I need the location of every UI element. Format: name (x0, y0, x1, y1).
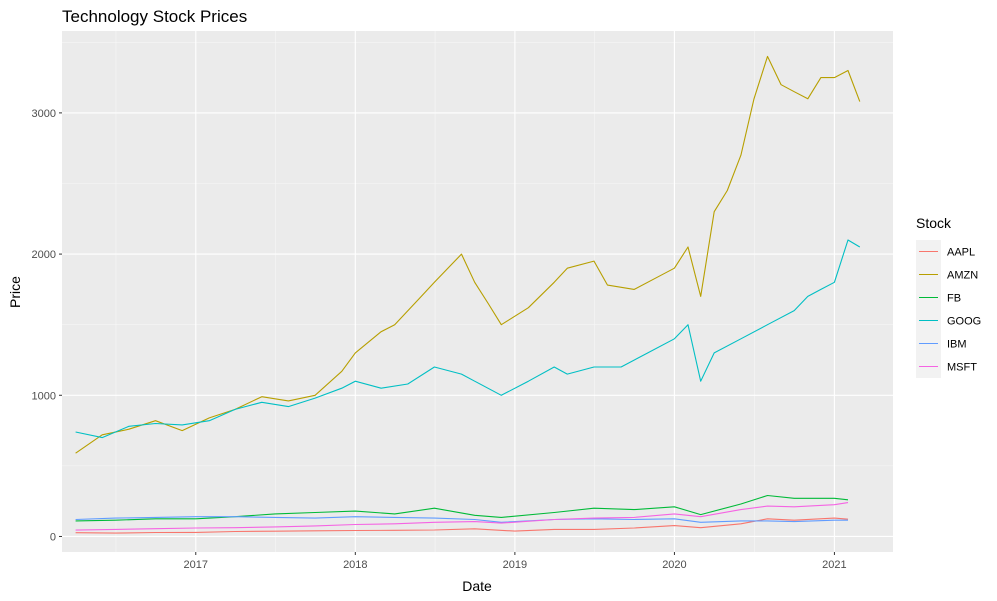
y-tick-label: 2000 (32, 249, 56, 261)
series-line-msft (75, 502, 849, 531)
legend-label-msft: MSFT (947, 362, 977, 374)
x-tick-label: 2020 (662, 559, 686, 571)
x-tick-label: 2017 (184, 559, 208, 571)
series-lines (75, 55, 861, 534)
x-axis-title: Date (462, 578, 492, 594)
series-line-fb (75, 494, 849, 522)
y-tick-label: 1000 (32, 390, 56, 402)
y-tick-label: 3000 (32, 108, 56, 120)
y-axis-title: Price (7, 276, 23, 308)
legend-label-aapl: AAPL (947, 247, 975, 259)
legend-key-background (916, 240, 941, 378)
x-axis: 2017 2018 2019 2020 2021 (184, 552, 847, 571)
legend-title: Stock (916, 215, 952, 231)
legend-label-goog: GOOG (947, 316, 981, 328)
legend-label-amzn: AMZN (947, 270, 978, 282)
x-tick-label: 2018 (343, 559, 367, 571)
plot-panel (62, 31, 893, 552)
y-tick-label: 0 (50, 531, 56, 543)
chart-title: Technology Stock Prices (62, 7, 247, 26)
legend: Stock AAPL AMZN FB GOOG IBM MSFT (916, 215, 981, 378)
x-tick-label: 2019 (503, 559, 527, 571)
grid-minor (62, 31, 893, 552)
series-line-amzn (75, 55, 861, 454)
series-line-goog (75, 239, 861, 439)
y-axis: 0 1000 2000 3000 (32, 108, 62, 543)
grid-major (62, 31, 893, 552)
x-tick-label: 2021 (822, 559, 846, 571)
legend-label-ibm: IBM (947, 339, 967, 351)
series-line-ibm (75, 516, 848, 523)
legend-label-fb: FB (947, 293, 961, 305)
